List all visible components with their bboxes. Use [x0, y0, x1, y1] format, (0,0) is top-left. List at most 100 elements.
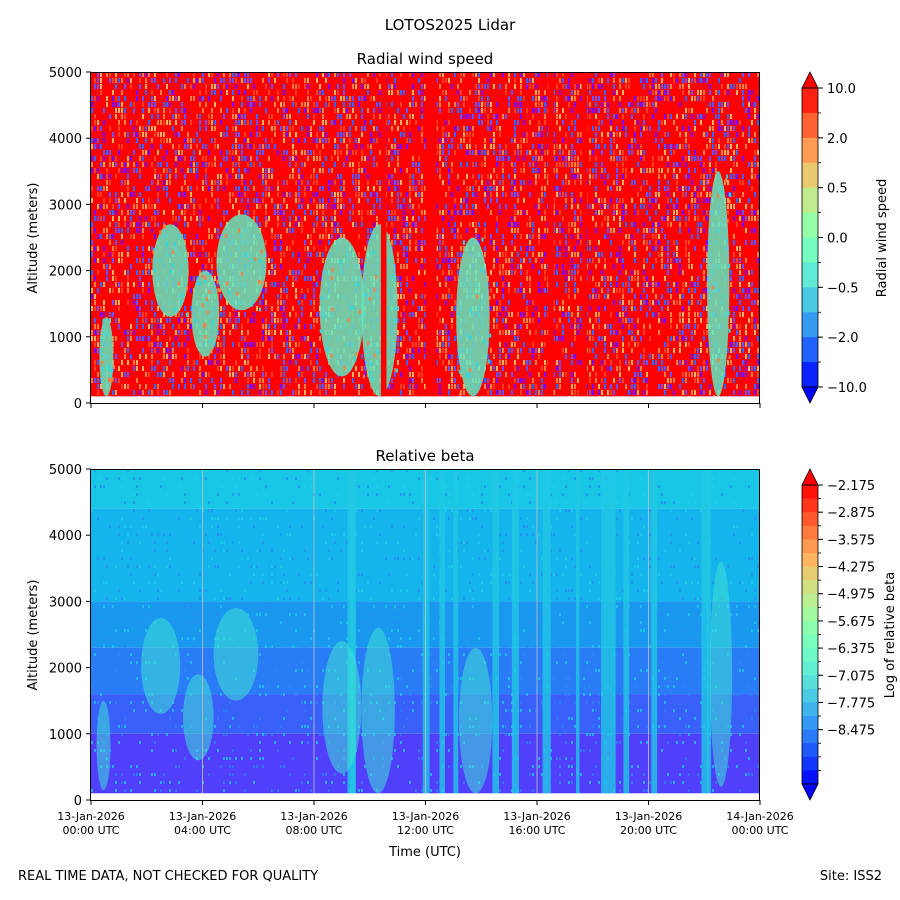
wind-feature-region — [361, 224, 398, 397]
beta-column — [623, 469, 630, 794]
colorbar-tick-label: 10.0 — [827, 82, 856, 97]
x-tick-date: 13-Jan-2026 — [503, 810, 571, 823]
colorbar-tick-label: −4.975 — [827, 588, 875, 603]
beta-column — [576, 469, 580, 794]
x-tick-time: 16:00 UTC — [508, 824, 565, 837]
wind-feature-region — [99, 316, 114, 397]
colorbar-segment — [802, 539, 818, 554]
y-tick-label: 3000 — [49, 595, 82, 610]
figure-title: LOTOS2025 Lidar — [385, 16, 516, 34]
y-tick-label: 5000 — [49, 463, 82, 478]
y-tick-label: 4000 — [49, 132, 82, 147]
colorbar-min-extend — [801, 386, 819, 404]
y-tick-label: 5000 — [49, 66, 82, 81]
wind-colorbar: 10.0 2.0 0.5 0.0 −0.5 −2.0 −10.0 — [801, 71, 867, 404]
wind-feature-region — [216, 214, 267, 311]
colorbar-segment — [802, 287, 818, 313]
colorbar-max-extend — [801, 468, 819, 486]
beta-column — [542, 469, 551, 794]
colorbar-segment — [802, 187, 818, 214]
colorbar-min-extend — [801, 783, 819, 801]
colorbar-tick-label: −2.0 — [827, 331, 859, 346]
x-tick-time: 12:00 UTC — [397, 824, 454, 837]
colorbar-segment — [802, 566, 818, 581]
colorbar-tick-label: 2.0 — [827, 132, 848, 147]
x-tick-date: 13-Jan-2026 — [615, 810, 683, 823]
colorbar-segment — [802, 212, 818, 238]
colorbar-segment — [802, 743, 818, 758]
beta-feature-region — [709, 561, 733, 787]
quality-disclaimer: REAL TIME DATA, NOT CHECKED FOR QUALITY — [18, 869, 319, 884]
beta-column — [350, 469, 356, 794]
beta-feature-region — [182, 674, 214, 761]
x-tick-time: 08:00 UTC — [285, 824, 342, 837]
beta-panel-title: Relative beta — [375, 447, 474, 465]
beta-colorbar-label: Log of relative beta — [883, 572, 898, 699]
x-tick-time: 00:00 UTC — [731, 824, 788, 837]
colorbar-segment — [802, 770, 818, 785]
beta-column — [707, 469, 712, 794]
beta-feature-region — [458, 647, 493, 794]
beta-feature-region — [141, 617, 181, 714]
x-tick-time: 00:00 UTC — [62, 824, 119, 837]
x-tick-time: 04:00 UTC — [174, 824, 231, 837]
colorbar-segment — [802, 262, 818, 288]
colorbar-segment — [802, 593, 818, 608]
colorbar-segment — [802, 607, 818, 622]
y-tick-label: 2000 — [49, 662, 82, 677]
colorbar-segment — [802, 525, 818, 540]
colorbar-tick-label: 0.5 — [827, 182, 848, 197]
colorbar-tick-label: 0.0 — [827, 232, 848, 247]
beta-column — [422, 469, 430, 794]
colorbar-segment — [802, 688, 818, 703]
colorbar-segment — [802, 729, 818, 744]
colorbar-tick-label: −4.275 — [827, 561, 875, 576]
colorbar-segment — [802, 648, 818, 663]
colorbar-tick-label: −8.475 — [827, 724, 875, 739]
wind-y-axis-label: Altitude (meters) — [26, 183, 41, 294]
y-tick-label: 0 — [74, 794, 82, 809]
colorbar-segment — [802, 237, 818, 263]
colorbar-segment — [802, 88, 818, 114]
colorbar-segment — [802, 162, 818, 189]
colorbar-max-extend — [801, 71, 819, 89]
site-label: Site: ISS2 — [819, 869, 882, 884]
y-tick-label: 1000 — [49, 728, 82, 743]
beta-feature-region — [213, 608, 259, 701]
y-tick-label: 2000 — [49, 265, 82, 280]
colorbar-segment — [802, 756, 818, 771]
x-tick-date: 13-Jan-2026 — [280, 810, 348, 823]
wind-feature-region — [456, 237, 490, 397]
wind-feature-region — [707, 171, 730, 397]
x-tick-time: 20:00 UTC — [620, 824, 677, 837]
colorbar-segment — [802, 498, 818, 513]
x-tick-date: 13-Jan-2026 — [57, 810, 125, 823]
colorbar-tick-label: −5.675 — [827, 615, 875, 630]
colorbar-segment — [802, 112, 818, 139]
colorbar-segment — [802, 337, 818, 363]
colorbar-tick-label: −2.175 — [827, 479, 875, 494]
wind-panel-title: Radial wind speed — [357, 50, 494, 68]
beta-column — [511, 469, 519, 794]
x-tick-date: 14-Jan-2026 — [726, 810, 794, 823]
wind-colorbar-label: Radial wind speed — [875, 179, 890, 297]
beta-column — [439, 469, 445, 794]
colorbar-segment — [802, 675, 818, 690]
colorbar-tick-label: −7.775 — [827, 696, 875, 711]
beta-column — [609, 469, 616, 794]
x-axis-label: Time (UTC) — [388, 845, 461, 860]
beta-column — [453, 469, 459, 794]
beta-column — [651, 469, 658, 794]
wind-axes: 0 1000 2000 3000 4000 5000 — [49, 66, 761, 412]
beta-feature-region — [322, 641, 362, 774]
colorbar-tick-label: −6.375 — [827, 642, 875, 657]
colorbar-segment — [802, 716, 818, 731]
colorbar-segment — [802, 580, 818, 595]
beta-heatmap — [91, 469, 760, 800]
wind-speed-heatmap — [91, 72, 760, 403]
colorbar-segment — [802, 620, 818, 635]
wind-feature-region — [191, 270, 220, 357]
colorbar-segment — [802, 137, 818, 164]
colorbar-segment — [802, 362, 818, 388]
